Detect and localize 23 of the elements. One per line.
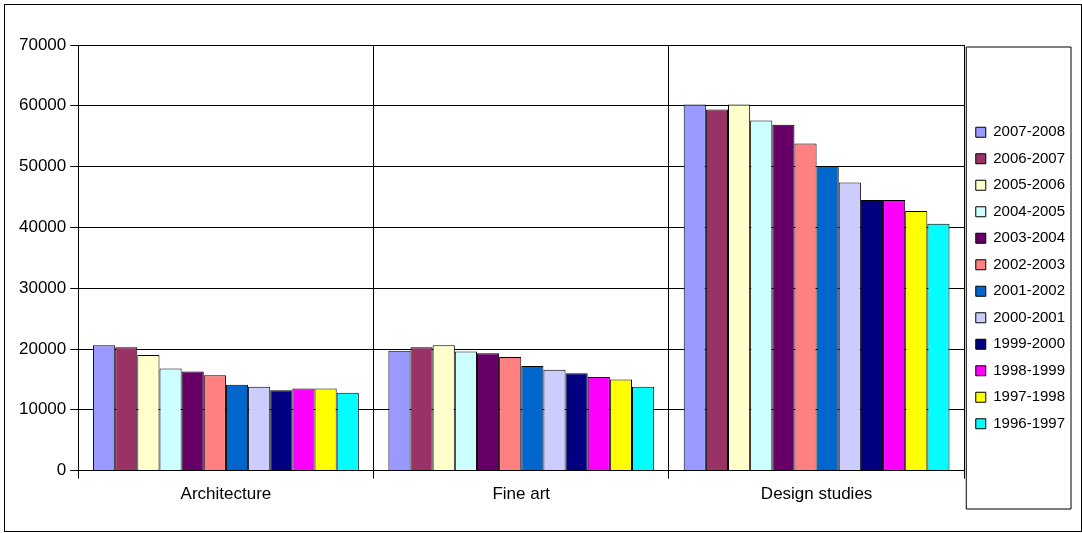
legend-label: 1999-2000 — [993, 334, 1065, 352]
legend-label: 2000-2001 — [993, 307, 1065, 325]
x-tick-label: Architecture — [180, 484, 272, 504]
x-tick-label: Fine art — [492, 484, 551, 504]
y-tick-label: 0 — [56, 460, 67, 480]
legend-label: 2004-2005 — [993, 201, 1065, 219]
legend-label: 1996-1997 — [993, 413, 1065, 431]
legend-label: 2007-2008 — [993, 122, 1065, 140]
legend-label: 2001-2002 — [993, 281, 1065, 299]
y-tick-label: 10000 — [18, 399, 67, 419]
y-tick-label: 30000 — [18, 277, 67, 297]
legend-label: 2005-2006 — [993, 175, 1065, 193]
legend-label: 1998-1999 — [993, 360, 1065, 378]
y-tick-label: 70000 — [18, 34, 67, 54]
legend-label: 1997-1998 — [993, 387, 1065, 405]
legend-label: 2003-2004 — [993, 228, 1065, 246]
legend-label: 2006-2007 — [993, 148, 1065, 166]
legend-label: 2002-2003 — [993, 254, 1065, 272]
x-tick-label: Design studies — [760, 484, 873, 504]
y-tick-label: 50000 — [18, 156, 67, 176]
y-tick-label: 40000 — [18, 217, 67, 237]
y-tick-label: 60000 — [18, 95, 67, 115]
y-tick-label: 20000 — [18, 338, 67, 358]
